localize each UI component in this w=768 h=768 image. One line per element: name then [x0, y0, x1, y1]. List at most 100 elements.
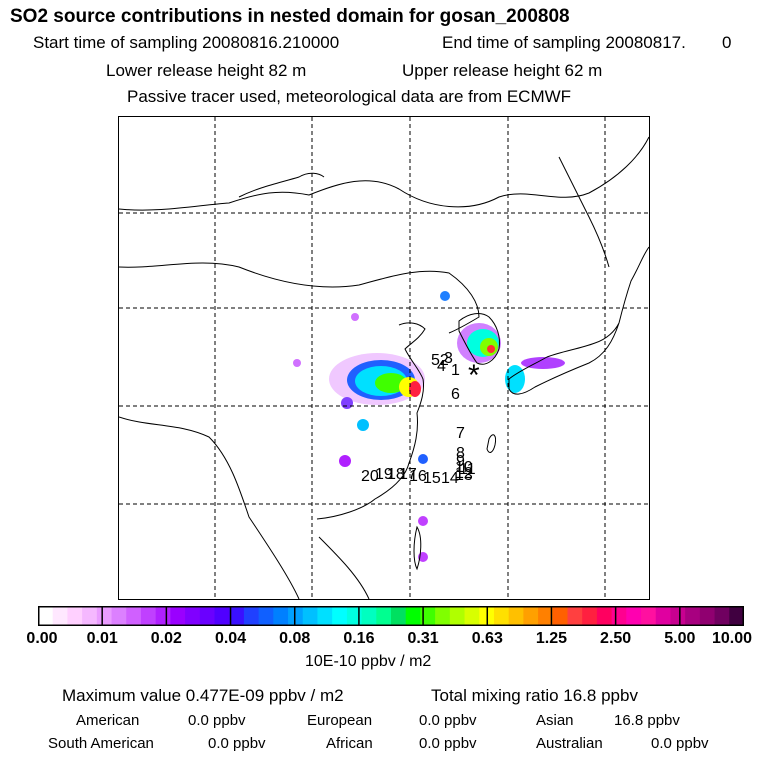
- color-bar-segment: [243, 606, 260, 626]
- color-bar-segment: [376, 606, 392, 626]
- plume-japan-purple: [521, 357, 565, 369]
- start-time-label: Start time of sampling 20080816.210000: [33, 33, 340, 52]
- blob-taiwan-south: [418, 454, 428, 464]
- traj-label: 1: [451, 362, 460, 379]
- color-bar-segment: [685, 606, 701, 626]
- traj-label: 15: [423, 470, 441, 487]
- color-bar-segment: [538, 606, 554, 626]
- color-bar-segment: [273, 606, 289, 626]
- traj-label: 20: [361, 468, 379, 485]
- color-bar-unit: 10E-10 ppbv / m2: [305, 653, 432, 670]
- coastlines: [119, 136, 649, 599]
- maximum-value: Maximum value 0.477E-09 ppbv / m2: [62, 686, 344, 705]
- color-bar-tick-label: 10.00: [711, 630, 753, 647]
- color-bar-tick-label: 0.04: [214, 630, 247, 647]
- plot-title: SO2 source contributions in nested domai…: [10, 6, 570, 27]
- region-name-south-american: South American: [48, 735, 154, 752]
- tracer-info: Passive tracer used, meteorological data…: [127, 87, 572, 106]
- region-name-african: African: [326, 735, 373, 752]
- color-bar-segment: [449, 606, 466, 626]
- color-bar-segment: [302, 606, 318, 626]
- color-bar-segment: [655, 606, 671, 626]
- color-bar-segment: [714, 606, 730, 626]
- region-name-american: American: [76, 712, 140, 729]
- color-bar-tick-label: 0.16: [343, 630, 375, 647]
- color-bar-segment: [361, 606, 377, 626]
- traj-label: 14: [441, 470, 459, 487]
- end-time-label: End time of sampling 20080817.: [442, 33, 686, 52]
- color-bar-segment: [596, 606, 613, 626]
- traj-label: 12: [455, 465, 473, 482]
- traj-label: 13: [455, 467, 473, 484]
- traj-label: 10: [455, 459, 473, 476]
- color-bar-segment: [641, 606, 657, 626]
- concentration-field: [293, 291, 565, 562]
- color-bar-segment: [508, 606, 524, 626]
- region-name-european: European: [307, 712, 373, 729]
- region-value-australian: 0.0 ppbv: [651, 735, 709, 752]
- color-bar-segment: [52, 606, 68, 626]
- blob-inland-2: [357, 419, 369, 431]
- color-bar-segment: [582, 606, 598, 626]
- traj-label: 18: [387, 466, 405, 483]
- blob-inland-3: [339, 455, 351, 467]
- color-bar-segment: [346, 606, 363, 626]
- color-bar-segment: [317, 606, 333, 626]
- color-bar-segment: [523, 606, 539, 626]
- traj-label: 52: [431, 352, 449, 369]
- color-bar-segment: [96, 606, 113, 626]
- color-bar-segment: [155, 606, 171, 626]
- lower-release-height: Lower release height 82 m: [106, 61, 307, 80]
- color-bar-segment: [67, 606, 83, 626]
- upper-release-height: Upper release height 62 m: [402, 61, 603, 80]
- lat-lon-grid: [119, 117, 649, 599]
- color-bar-segment: [435, 606, 451, 626]
- color-bar-segment: [626, 606, 642, 626]
- color-bar-segment: [493, 606, 510, 626]
- traj-label: 6: [451, 386, 460, 403]
- color-bar-segment: [464, 606, 480, 626]
- trajectory-labels: 52 3 4 1 6 7 8 9 10 11 12 13 14 15 16 17…: [361, 350, 476, 487]
- color-bar-segment: [288, 606, 304, 626]
- color-bar-segment: [126, 606, 142, 626]
- traj-label: 3: [444, 350, 453, 367]
- color-bar-segment: [611, 606, 627, 626]
- color-bar-segment: [82, 606, 98, 626]
- color-bar: [38, 606, 744, 626]
- traj-label: 19: [375, 466, 393, 483]
- region-value-european: 0.0 ppbv: [419, 712, 477, 729]
- map-panel: * 52 3 4 1 6 7 8 9 10 11 12 13 14 15 16 …: [118, 116, 650, 600]
- color-bar-segment: [170, 606, 186, 626]
- color-bar-segment: [111, 606, 127, 626]
- end-time-suffix: 0: [722, 33, 732, 52]
- color-bar-tick-label: 2.50: [600, 630, 632, 647]
- traj-label: 8: [456, 445, 465, 462]
- color-bar-segment: [420, 606, 436, 626]
- color-bar-tick-label: 0.01: [86, 630, 118, 647]
- region-value-south-american: 0.0 ppbv: [208, 735, 266, 752]
- color-bar-segment: [699, 606, 716, 626]
- traj-label: 17: [399, 466, 417, 483]
- region-name-asian: Asian: [536, 712, 574, 729]
- color-bar-tick-label: 1.25: [535, 630, 568, 647]
- color-bar-segment: [670, 606, 686, 626]
- traj-label: 9: [456, 453, 465, 470]
- map-canvas: * 52 3 4 1 6 7 8 9 10 11 12 13 14 15 16 …: [119, 117, 649, 599]
- color-bar-segment: [729, 606, 744, 626]
- color-bar-segment: [229, 606, 245, 626]
- color-bar-segment: [214, 606, 230, 626]
- color-bar-segment: [552, 606, 568, 626]
- color-bar-tick-label: 0.02: [150, 630, 182, 647]
- plume-korea-red: [487, 345, 495, 353]
- color-bar-segment: [391, 606, 407, 626]
- traj-label: 4: [437, 358, 446, 375]
- color-bar-tick-label: 0.63: [471, 630, 503, 647]
- blob-north-korea: [440, 291, 450, 301]
- color-bar-segment: [185, 606, 201, 626]
- region-name-australian: Australian: [536, 735, 603, 752]
- blob-west-1: [293, 359, 301, 367]
- traj-label: 16: [409, 468, 427, 485]
- color-bar-tick-label: 5.00: [664, 630, 696, 647]
- color-bar-segment: [567, 606, 583, 626]
- plume-main-green: [375, 373, 407, 393]
